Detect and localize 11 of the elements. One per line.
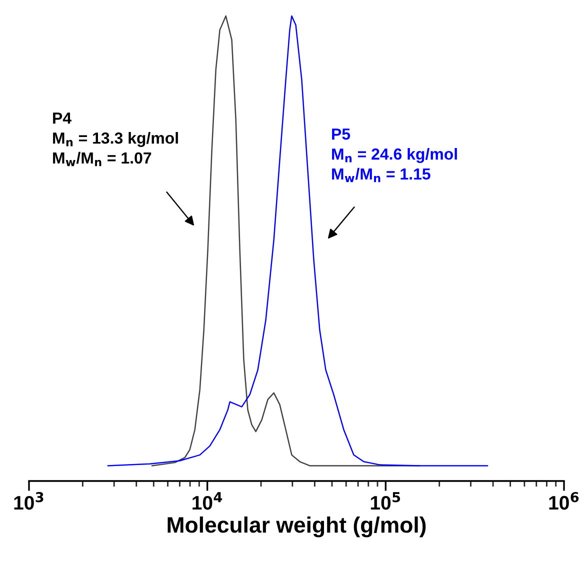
x-tick-label: 10$^{3}$ [14,492,44,510]
annotation: P4 [53,112,72,124]
annotation: M$_{w}$/M$_{n}$ = 1.15 [332,168,430,182]
x-tick-label: 10$^{6}$ [549,492,579,510]
annotation: M$_{w}$/M$_{n}$ = 1.07 [53,152,152,166]
x-tick-label: 10$^{5}$ [370,492,400,510]
x-axis-title: Molecular weight (g/mol) [168,516,426,538]
x-tick-label: 10$^{4}$ [192,492,222,510]
annotation: M$_{n}$ = 13.3 kg/mol [53,132,178,147]
annotation: M$_{n}$ = 24.6 kg/mol [332,148,457,163]
annotation: P5 [332,128,350,140]
